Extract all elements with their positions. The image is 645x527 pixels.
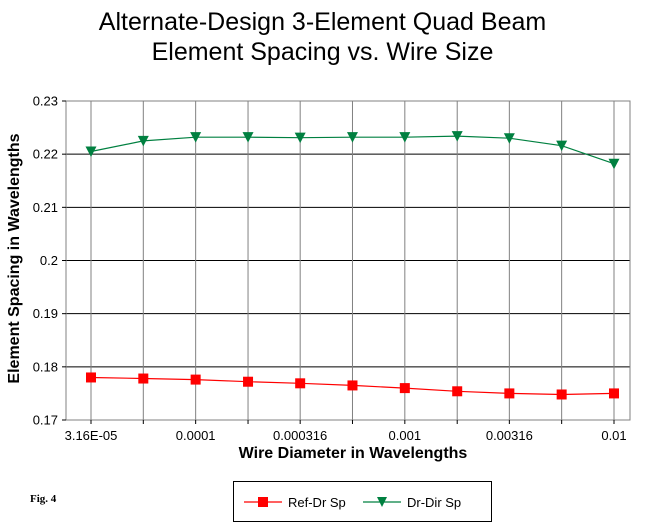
series-layer bbox=[85, 131, 620, 400]
series-1-point bbox=[452, 386, 463, 397]
series-1-point bbox=[243, 376, 254, 387]
series-2-point bbox=[399, 132, 411, 143]
series-2-point bbox=[137, 135, 149, 147]
series-2-point bbox=[556, 140, 568, 152]
x-tick-label: 0.001 bbox=[389, 428, 422, 443]
y-tick-label: 0.17 bbox=[33, 413, 58, 428]
legend-label-series-1: Ref-Dr Sp bbox=[288, 494, 346, 510]
figure-label: Fig. 4 bbox=[30, 493, 57, 505]
y-tick-label: 0.18 bbox=[33, 359, 58, 374]
legend-swatch-series-1 bbox=[244, 497, 282, 507]
y-tick-label: 0.2 bbox=[40, 253, 58, 268]
x-axis-title: Wire Diameter in Wavelengths bbox=[239, 445, 468, 462]
series-2-point bbox=[242, 132, 254, 143]
legend-item-series-1: Ref-Dr Sp bbox=[242, 493, 346, 511]
chart-title-line-2: Element Spacing vs. Wire Size bbox=[151, 38, 494, 66]
y-tick-label: 0.22 bbox=[33, 147, 58, 162]
y-tick-label: 0.21 bbox=[33, 200, 58, 215]
series-2-point bbox=[451, 131, 463, 142]
y-tick-label: 0.19 bbox=[33, 306, 58, 321]
legend-label-series-2: Dr-Dir Sp bbox=[407, 494, 462, 510]
series-2-point bbox=[503, 133, 515, 144]
series-1-point bbox=[504, 388, 515, 399]
legend: Ref-Dr Sp Dr-Dir Sp bbox=[233, 481, 492, 522]
series-2-point bbox=[190, 132, 202, 143]
series-1-point bbox=[347, 380, 358, 391]
x-axis-ticks: 3.16E-05 0.0001 0.000316 0.001 0.00316 0.01 bbox=[65, 420, 627, 443]
legend-swatch-series-2 bbox=[363, 497, 401, 507]
series-1-point bbox=[556, 389, 567, 400]
chart-title-line-1: Alternate-Design 3-Element Quad Beam bbox=[98, 8, 547, 36]
x-tick-label: 0.000316 bbox=[273, 428, 327, 443]
series-2-point bbox=[294, 132, 306, 144]
series-1-point bbox=[609, 388, 619, 399]
x-tick-label: 0.00316 bbox=[486, 428, 533, 443]
y-tick-label: 0.23 bbox=[33, 94, 58, 109]
series-1-point bbox=[86, 372, 96, 383]
series-1-point bbox=[399, 383, 410, 394]
x-tick-label: 0.01 bbox=[601, 428, 626, 443]
x-tick-label: 3.16E-05 bbox=[65, 428, 118, 443]
y-axis-title: Element Spacing in Wavelengths bbox=[6, 133, 23, 383]
series-1-point bbox=[295, 378, 306, 389]
y-axis-ticks: 0.17 0.18 0.19 0.2 0.21 0.22 0.23 bbox=[33, 94, 66, 428]
series-2-point bbox=[608, 158, 620, 170]
series-2-point bbox=[85, 146, 97, 158]
series-2-point bbox=[346, 132, 358, 143]
x-tick-label: 0.0001 bbox=[176, 428, 216, 443]
grid bbox=[66, 100, 630, 421]
legend-item-series-2: Dr-Dir Sp bbox=[361, 493, 461, 511]
series-1-point bbox=[190, 374, 201, 385]
series-1-point bbox=[138, 373, 149, 384]
